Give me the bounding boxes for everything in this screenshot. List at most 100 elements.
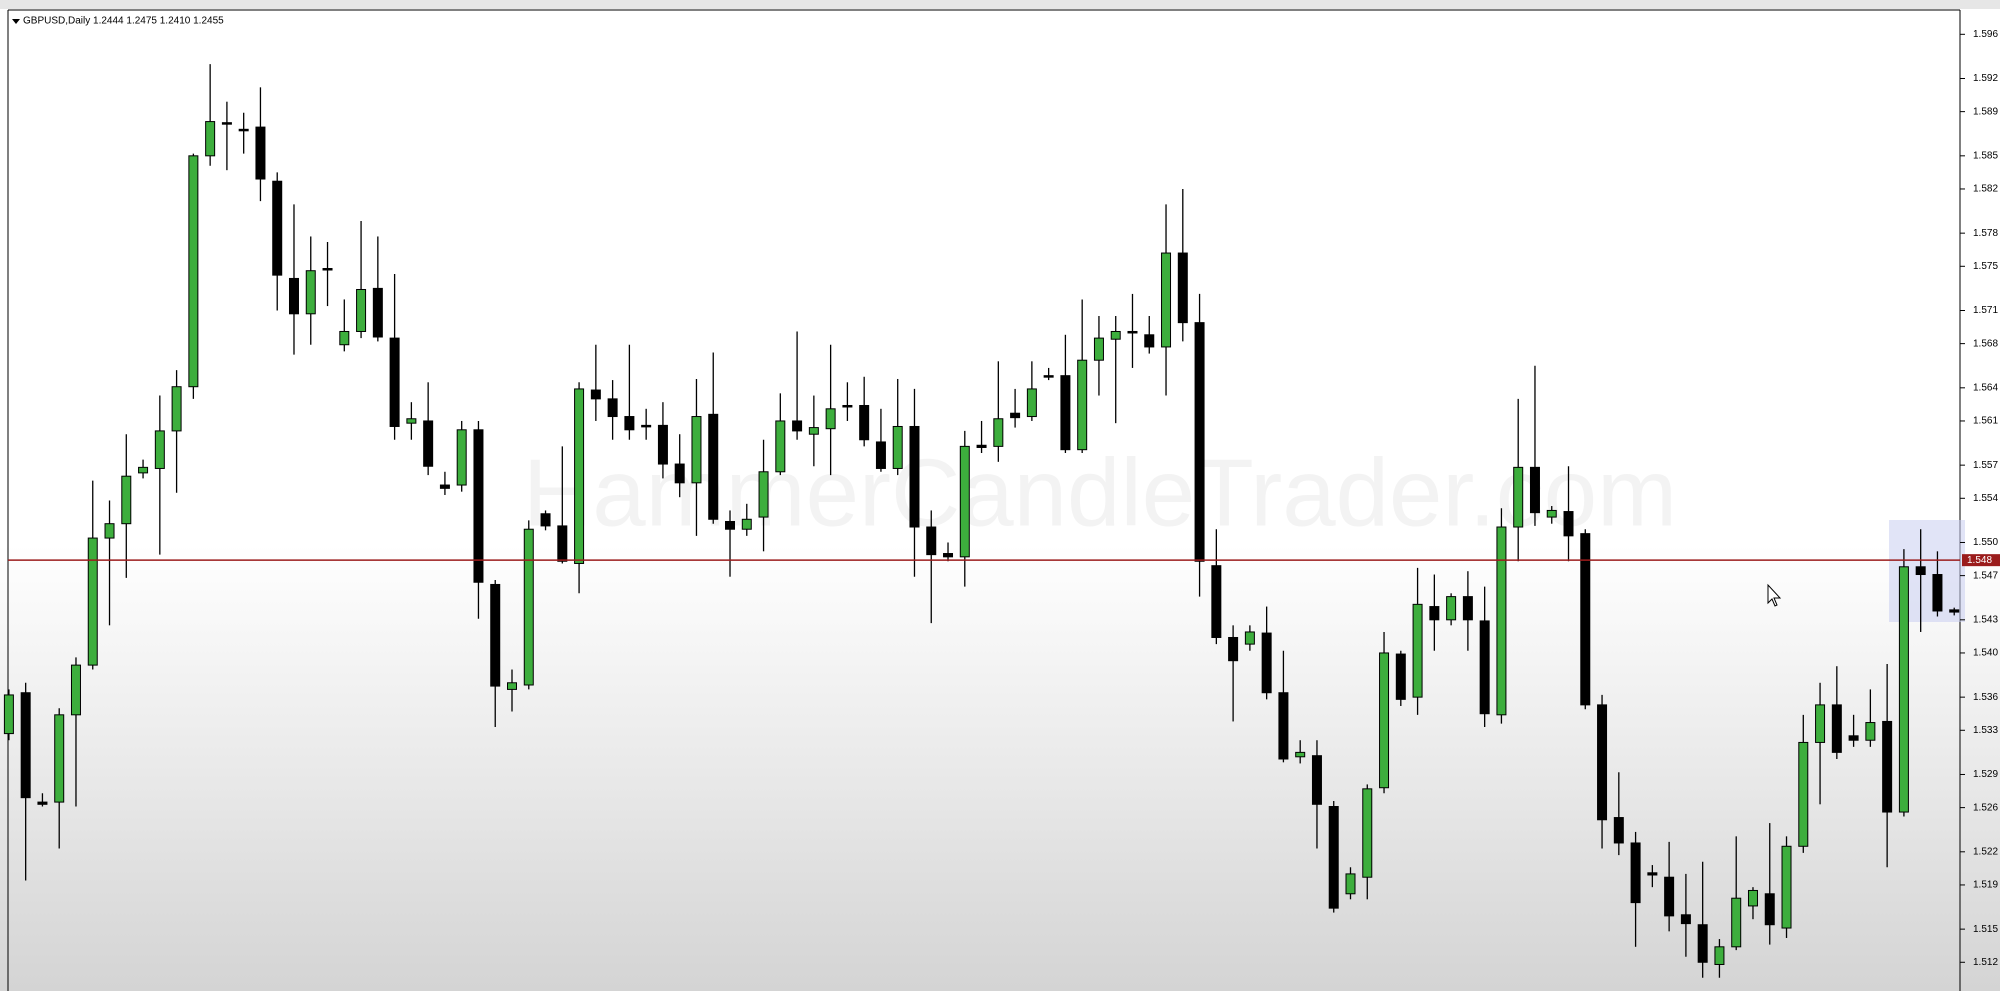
candle-body-down: [540, 513, 551, 527]
candle-body-down: [490, 583, 501, 687]
candle-body-down: [875, 441, 886, 469]
candle-body-up: [188, 155, 199, 388]
candle-body-up: [1798, 741, 1809, 847]
candle-body-down: [221, 122, 232, 125]
price-label: 1.548: [1967, 555, 1992, 566]
candle-body-down: [1211, 565, 1222, 638]
candle-body-down: [1311, 755, 1322, 805]
candle-body-down: [1194, 322, 1205, 562]
candle-body-up: [1345, 873, 1356, 895]
candle-body-down: [272, 180, 283, 276]
candle-body-down: [674, 463, 685, 484]
candle-body-up: [1815, 704, 1826, 743]
candle-body-up: [87, 537, 98, 666]
candle-body-down: [288, 277, 299, 315]
y-tick-label: 1.512: [1973, 957, 1998, 968]
candle-body-up: [892, 425, 903, 469]
candle-body-up: [339, 330, 350, 346]
candle-body-down: [1563, 511, 1574, 537]
candle-body-down: [1664, 876, 1675, 917]
candle-body-down: [657, 424, 668, 465]
candle-body-down: [1060, 375, 1071, 451]
candle-body-up: [1077, 359, 1088, 451]
y-tick-label: 1.585: [1973, 150, 1998, 161]
candle-body-down: [1010, 412, 1021, 419]
candle-body-up: [523, 528, 534, 686]
candle-body-down: [607, 398, 618, 418]
candle-body-up: [305, 270, 316, 315]
y-tick-label: 1.543: [1973, 614, 1998, 625]
candle-body-up: [1161, 252, 1172, 348]
window-bar: [0, 0, 2000, 9]
y-tick-label: 1.578: [1973, 228, 1998, 239]
candle-body-up: [1362, 788, 1373, 878]
candle-body-down: [1462, 596, 1473, 621]
candle-body-up: [1110, 330, 1121, 340]
candle-body-up: [1446, 596, 1457, 621]
candle-body-up: [1865, 722, 1876, 741]
y-tick-label: 1.564: [1973, 382, 1998, 393]
y-tick-label: 1.547: [1973, 570, 1998, 581]
candle-body-up: [70, 664, 81, 716]
candle-body-down: [423, 420, 434, 467]
candle-body-up: [138, 466, 149, 474]
candle-body-down: [1630, 842, 1641, 904]
y-tick-label: 1.522: [1973, 846, 1998, 857]
cursor: [1767, 583, 1782, 607]
candle-body-up: [406, 418, 417, 424]
candle-body-down: [590, 389, 601, 400]
candle-body-up: [104, 523, 115, 539]
candle-body-down: [1177, 252, 1188, 324]
candle-body-up: [3, 694, 14, 735]
y-tick-label: 1.554: [1973, 493, 1998, 504]
candle-body-up: [1898, 566, 1909, 813]
candle-body-down: [859, 404, 870, 441]
candle-body-up: [1714, 946, 1725, 965]
y-tick-label: 1.557: [1973, 460, 1998, 471]
candle-body-down: [1144, 334, 1155, 348]
y-tick-label: 1.596: [1973, 29, 1998, 40]
candle-body-up: [574, 388, 585, 564]
y-tick-label: 1.536: [1973, 692, 1998, 703]
candle-body-down: [1647, 872, 1658, 876]
y-tick-label: 1.561: [1973, 416, 1998, 427]
y-tick-label: 1.515: [1973, 924, 1998, 935]
candle-body-down: [439, 484, 450, 489]
candle-body-down: [1261, 632, 1272, 694]
y-tick-label: 1.589: [1973, 106, 1998, 117]
candle-body-down: [1882, 720, 1893, 813]
candle-body-up: [1295, 751, 1306, 758]
candle-body-up: [959, 445, 970, 558]
candle-body-down: [1949, 609, 1960, 613]
candle-body-up: [154, 430, 165, 469]
y-tick-label: 1.533: [1973, 725, 1998, 736]
candle-body-down: [624, 416, 635, 431]
candle-body-up: [1513, 466, 1524, 528]
candle-body-down: [1831, 704, 1842, 753]
y-tick-label: 1.529: [1973, 769, 1998, 780]
candle-body-up: [1093, 337, 1104, 361]
candle-body-up: [171, 386, 182, 432]
candle-body-up: [1026, 388, 1037, 418]
candle-body-up: [1412, 603, 1423, 698]
candle-body-up: [1244, 631, 1255, 645]
candle-body-down: [1613, 817, 1624, 844]
candle-body-down: [1395, 653, 1406, 700]
candle-body-down: [792, 420, 803, 432]
candle-body-down: [1932, 574, 1943, 612]
candle-body-down: [37, 801, 48, 805]
candle-body-down: [1228, 636, 1239, 662]
candle-body-down: [1680, 914, 1691, 925]
candle-body-down: [1328, 806, 1339, 909]
candle-body-up: [356, 288, 367, 332]
candle-body-down: [1580, 533, 1591, 706]
candle-body-down: [909, 425, 920, 528]
candle-body-up: [758, 471, 769, 518]
candle-body-down: [238, 128, 249, 132]
candle-body-down: [1127, 330, 1138, 334]
candle-body-down: [473, 429, 484, 583]
candle-body-down: [943, 553, 954, 558]
candle-body-down: [641, 424, 652, 428]
candle-body-down: [1597, 704, 1608, 821]
